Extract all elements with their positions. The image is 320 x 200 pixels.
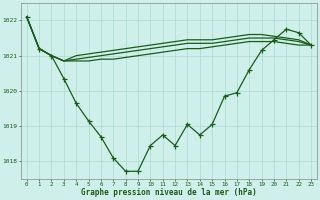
X-axis label: Graphe pression niveau de la mer (hPa): Graphe pression niveau de la mer (hPa) <box>81 188 257 197</box>
